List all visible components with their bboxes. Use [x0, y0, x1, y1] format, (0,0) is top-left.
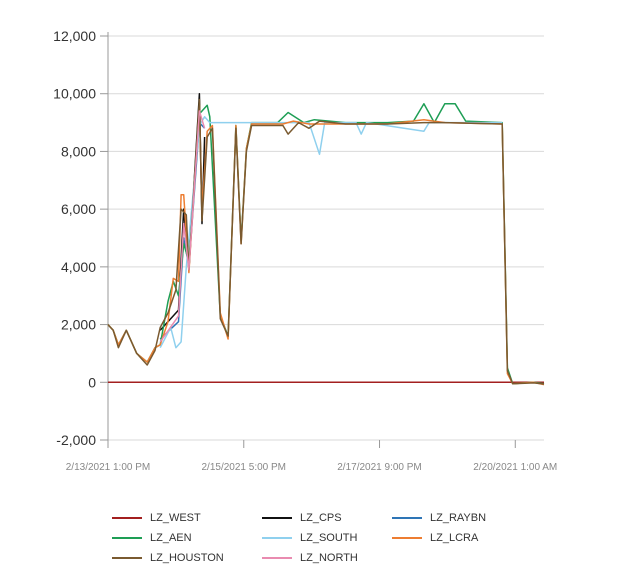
x-tick-label: 2/20/2021 1:00 AM [473, 462, 557, 473]
legend-label: LZ_RAYBN [430, 512, 487, 524]
x-tick-label: 2/15/2021 5:00 PM [202, 462, 287, 473]
legend-swatch [262, 557, 292, 559]
legend-item-lz-raybn: LZ_RAYBN [392, 510, 532, 526]
x-tick-label: 2/13/2021 1:00 PM [66, 462, 151, 473]
y-tick-label: 12,000 [53, 28, 96, 44]
legend-item-lz-north: LZ_NORTH [262, 550, 392, 566]
legend-swatch [112, 517, 142, 519]
legend-swatch [262, 537, 292, 539]
x-tick-label: 2/17/2021 9:00 PM [337, 462, 422, 473]
legend-label: LZ_SOUTH [300, 532, 358, 544]
legend-swatch [262, 517, 292, 519]
line-chart: -2,000 0 2,000 4,000 6,000 8,000 10,000 12,000 2… [53, 28, 557, 473]
legend-item-lz-houston: LZ_HOUSTON [112, 550, 262, 566]
series-line-lz-aen [107, 103, 545, 385]
legend-item-lz-cps: LZ_CPS [262, 510, 392, 526]
y-tick-label: 10,000 [53, 86, 96, 102]
legend-item-lz-lcra: LZ_LCRA [392, 530, 532, 546]
y-tick-label: 6,000 [61, 201, 96, 217]
legend-label: LZ_LCRA [430, 532, 479, 544]
legend: LZ_WEST LZ_CPS LZ_RAYBN LZ_AEN LZ_SOUTH LZ_LC… [112, 510, 532, 566]
legend-label: LZ_CPS [300, 512, 342, 524]
y-tick-label: 0 [88, 374, 96, 390]
legend-item-lz-south: LZ_SOUTH [262, 530, 392, 546]
legend-label: LZ_AEN [150, 532, 192, 544]
legend-swatch [392, 517, 422, 519]
legend-swatch [112, 537, 142, 539]
legend-swatch [112, 557, 142, 559]
legend-item-lz-aen: LZ_AEN [112, 530, 262, 546]
legend-label: LZ_NORTH [300, 552, 358, 564]
legend-label: LZ_HOUSTON [150, 552, 224, 564]
y-tick-label: 2,000 [61, 317, 96, 333]
y-tick-label: 8,000 [61, 143, 96, 159]
series-line-lz-south [159, 116, 503, 349]
series-line-lz-houston [107, 98, 545, 385]
series-line-lz-lcra [107, 104, 545, 386]
legend-swatch [392, 537, 422, 539]
y-tick-label: -2,000 [56, 432, 96, 448]
y-tick-label: 4,000 [61, 259, 96, 275]
legend-label: LZ_WEST [150, 512, 201, 524]
series-line-lz-north [159, 110, 206, 343]
legend-item-lz-west: LZ_WEST [112, 510, 262, 526]
